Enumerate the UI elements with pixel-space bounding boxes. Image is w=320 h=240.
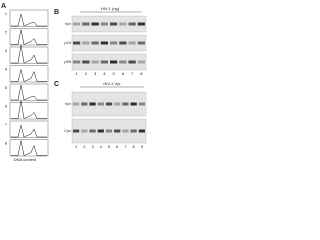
histogram-frame — [9, 139, 49, 157]
histogram-trace — [11, 69, 47, 82]
lane-label: 6 — [116, 144, 119, 149]
band — [119, 41, 127, 45]
band — [81, 129, 88, 133]
blot-strip — [71, 15, 147, 33]
blot-label: p24 — [64, 40, 71, 45]
band — [114, 129, 121, 133]
band — [105, 129, 113, 133]
lane-label: 1 — [76, 71, 79, 76]
band — [110, 60, 118, 64]
histogram-frame — [9, 65, 49, 83]
lane-label: 7 — [131, 71, 134, 76]
band — [73, 129, 80, 133]
lane-label: 7 — [124, 144, 127, 149]
band — [122, 129, 129, 133]
blot-strip — [71, 34, 147, 52]
row-label: 3 — [5, 48, 8, 53]
blot-label: p55 — [64, 59, 71, 64]
band — [89, 129, 96, 133]
band — [97, 129, 104, 133]
histogram-frame — [9, 28, 49, 46]
lane-label: 5 — [108, 144, 111, 149]
band — [138, 129, 145, 133]
row-label: 8 — [5, 141, 8, 146]
band — [110, 22, 118, 26]
band — [91, 41, 99, 45]
blot-label: Vpr — [65, 21, 72, 26]
band — [91, 60, 99, 64]
row-label: 6 — [5, 104, 8, 109]
band — [130, 102, 137, 106]
lane-label: 4 — [103, 71, 106, 76]
band — [82, 22, 90, 26]
band — [97, 102, 104, 106]
axis-label: DNA content — [14, 157, 37, 162]
row-label: 7 — [5, 122, 8, 127]
figure-canvas: A B C DNA content HIV-1 (ng) HIV-1 Vpr 1… — [1, 3, 147, 162]
lane-label: 8 — [140, 71, 143, 76]
band — [73, 22, 81, 26]
band — [119, 60, 127, 64]
row-label: 1 — [5, 11, 8, 16]
band — [81, 102, 88, 106]
histogram-frame — [9, 9, 49, 27]
blot-label: Vpr — [65, 101, 72, 106]
histogram-trace — [11, 140, 47, 156]
band — [137, 60, 145, 64]
band — [100, 22, 108, 26]
band — [137, 22, 145, 26]
row-label: 5 — [5, 85, 8, 90]
histogram-trace — [11, 100, 47, 119]
row-label: 4 — [5, 67, 8, 72]
blot-label: Cyc — [64, 128, 71, 133]
band — [119, 22, 127, 26]
panel-label: B — [54, 9, 59, 16]
lane-label: 2 — [85, 71, 88, 76]
lane-label: 1 — [75, 144, 78, 149]
lane-label: 2 — [83, 144, 86, 149]
band — [128, 22, 136, 26]
band — [89, 102, 96, 106]
histogram-frame — [9, 102, 49, 120]
histogram-trace — [11, 13, 47, 27]
blot-strip — [71, 53, 147, 71]
band — [73, 60, 81, 64]
band — [91, 22, 99, 26]
band — [122, 102, 129, 106]
blot-header: HIV-1 Vpr — [103, 81, 121, 86]
band — [105, 102, 113, 106]
histogram-trace — [11, 124, 47, 138]
lane-label: 4 — [100, 144, 103, 149]
band — [82, 41, 90, 45]
band — [138, 102, 145, 106]
band — [100, 60, 108, 64]
lane-label: 6 — [122, 71, 125, 76]
lane-label: 3 — [91, 144, 94, 149]
lane-label: 9 — [141, 144, 144, 149]
histogram-trace — [11, 84, 47, 101]
band — [114, 102, 121, 106]
histogram-trace — [11, 44, 47, 64]
band — [100, 41, 108, 45]
panel-label: C — [54, 81, 59, 88]
band — [82, 60, 90, 64]
lane-label: 3 — [94, 71, 97, 76]
blot-header: HIV-1 (ng) — [101, 6, 120, 11]
histogram-frame — [9, 46, 49, 64]
band — [110, 41, 118, 45]
histogram-frame — [9, 83, 49, 101]
band — [130, 129, 137, 133]
band — [128, 41, 136, 45]
lane-label: 5 — [113, 71, 116, 76]
band — [73, 41, 81, 45]
band — [128, 60, 136, 64]
histogram-frame — [9, 120, 49, 138]
row-label: 2 — [5, 30, 8, 35]
figure: A B C DNA content HIV-1 (ng) HIV-1 Vpr 1… — [0, 0, 150, 164]
lane-label: 8 — [133, 144, 136, 149]
histogram-trace — [11, 29, 47, 45]
band — [73, 102, 80, 106]
band — [137, 41, 145, 45]
panel-label: A — [1, 3, 6, 10]
